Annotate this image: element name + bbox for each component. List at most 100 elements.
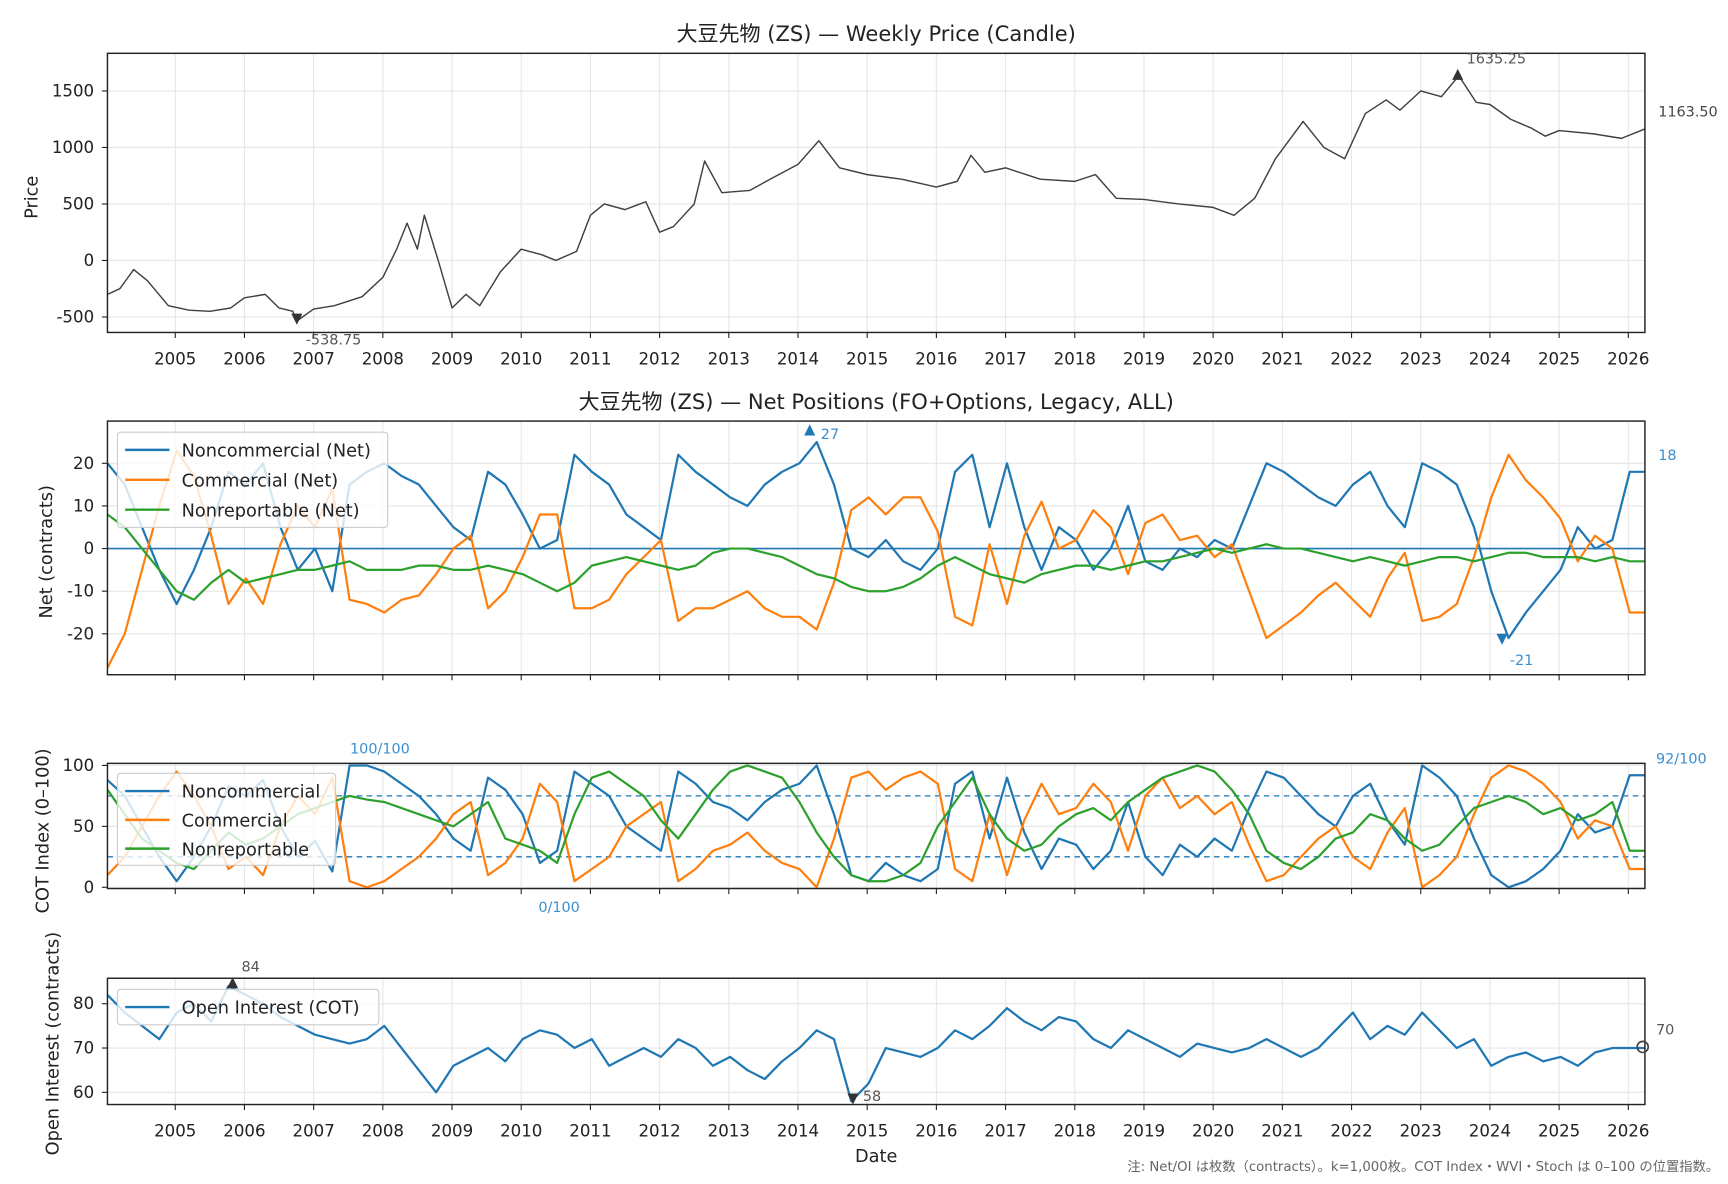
x-tick-label: 2019 xyxy=(1123,350,1165,369)
cot-ylabel: COT Index (0–100) xyxy=(34,748,54,913)
price-max-marker xyxy=(1452,68,1464,80)
x-tick-label: 2015 xyxy=(846,350,888,369)
x-tick-label: 2020 xyxy=(1192,1122,1234,1141)
x-tick-label: 2007 xyxy=(293,1122,335,1141)
price-min-label: -538.75 xyxy=(306,333,362,349)
x-tick-label: 2006 xyxy=(223,1122,265,1141)
net-legend: Noncommercial (Net) Commercial (Net) Non… xyxy=(116,431,389,528)
x-tick-label: 2009 xyxy=(431,350,473,369)
x-tick-label: 2020 xyxy=(1192,350,1234,369)
footnote: 注: Net/OI は枚数（contracts）。k=1,000枚。COT In… xyxy=(1127,1159,1719,1175)
price-last-label: 1163.50 xyxy=(1658,104,1718,120)
cot-series-commercial xyxy=(107,764,1645,889)
y-tick-label: 0 xyxy=(84,251,95,270)
y-tick-label: 500 xyxy=(62,195,94,214)
x-tick-label: 2016 xyxy=(915,1122,957,1141)
price-ylabel: Price xyxy=(23,176,43,219)
oi-min-label: 58 xyxy=(863,1089,881,1105)
y-tick-label: 10 xyxy=(73,496,94,515)
cot-panel: 0 50 100 xyxy=(62,756,1646,897)
x-tick-label: 2021 xyxy=(1261,1122,1303,1141)
y-tick-label: -10 xyxy=(67,582,94,601)
x-tick-label: 2015 xyxy=(846,1122,888,1141)
price-axes-frame xyxy=(106,52,1646,334)
x-tick-label: 2026 xyxy=(1607,1122,1649,1141)
y-tick-label: 60 xyxy=(73,1083,94,1102)
oi-series-open-interest-cot- xyxy=(107,984,1645,1103)
y-tick-label: 0 xyxy=(84,539,95,558)
net-series-commercial-net- xyxy=(107,449,1645,669)
legend-noncommercial: Noncommercial xyxy=(182,783,321,803)
net-ylabel: Net (contracts) xyxy=(37,485,57,618)
x-tick-label: 2009 xyxy=(431,1122,473,1141)
x-tick-label: 2024 xyxy=(1469,350,1511,369)
net-min-marker xyxy=(1496,633,1508,645)
oi-max-label: 84 xyxy=(241,960,259,976)
x-tick-label: 2017 xyxy=(984,1122,1026,1141)
x-tick-label: 2025 xyxy=(1538,350,1580,369)
x-axis-label: Date xyxy=(855,1147,897,1167)
net-last-label: 18 xyxy=(1658,448,1676,464)
x-tick-label: 2021 xyxy=(1261,350,1303,369)
price-panel: 2005 2006 2007 2008 2009 2010 2011 2012 2013 2014… xyxy=(52,52,1649,369)
price-series-price xyxy=(107,74,1645,323)
x-tick-label: 2011 xyxy=(569,1122,611,1141)
net-axes-frame xyxy=(106,420,1646,676)
x-tick-label: 2025 xyxy=(1538,1122,1580,1141)
x-tick-label: 2005 xyxy=(154,1122,196,1141)
oi-ylabel: Open Interest (contracts) xyxy=(44,932,64,1156)
x-tick-label: 2023 xyxy=(1400,350,1442,369)
x-tick-label: 2018 xyxy=(1054,1122,1096,1141)
x-tick-label: 2010 xyxy=(500,1122,542,1141)
x-tick-label: 2007 xyxy=(293,350,335,369)
x-tick-label: 2006 xyxy=(223,350,265,369)
x-tick-label: 2012 xyxy=(638,1122,680,1141)
x-tick-label: 2010 xyxy=(500,350,542,369)
x-tick-label: 2022 xyxy=(1330,350,1372,369)
y-tick-label: 70 xyxy=(73,1039,94,1058)
x-tick-label: 2019 xyxy=(1123,1122,1165,1141)
oi-last-label: 70 xyxy=(1656,1023,1674,1039)
x-tick-label: 2017 xyxy=(984,350,1026,369)
oi-last-marker xyxy=(1636,1040,1650,1054)
x-tick-label: 2011 xyxy=(569,350,611,369)
oi-legend: Open Interest (COT) xyxy=(116,988,380,1026)
y-tick-label: 100 xyxy=(62,756,94,775)
legend-nonreportable: Nonreportable xyxy=(182,840,309,860)
x-tick-label: 2013 xyxy=(708,1122,750,1141)
y-tick-label: -20 xyxy=(67,624,94,643)
cot-legend: Noncommercial Commercial Nonreportable xyxy=(116,772,337,866)
legend-nonreportable-net: Nonreportable (Net) xyxy=(182,501,360,521)
x-tick-label: 2008 xyxy=(362,1122,404,1141)
net-min-label: -21 xyxy=(1510,653,1534,669)
price-panel-title: 大豆先物 (ZS) — Weekly Price (Candle) xyxy=(676,21,1075,46)
x-tick-label: 2008 xyxy=(362,350,404,369)
legend-commercial-net: Commercial (Net) xyxy=(182,471,339,491)
x-tick-label: 2012 xyxy=(638,350,680,369)
x-tick-label: 2026 xyxy=(1607,350,1649,369)
price-max-label: 1635.25 xyxy=(1467,51,1527,67)
y-tick-label: 20 xyxy=(73,454,94,473)
x-tick-label: 2014 xyxy=(777,350,819,369)
y-tick-label: 80 xyxy=(73,994,94,1013)
cot-series-nonreportable xyxy=(107,764,1645,883)
net-series-nonreportable-net- xyxy=(107,513,1645,601)
net-panel-title: 大豆先物 (ZS) — Net Positions (FO+Options, L… xyxy=(578,389,1173,414)
y-tick-label: 0 xyxy=(84,878,95,897)
legend-open-interest: Open Interest (COT) xyxy=(182,999,360,1019)
x-tick-label: 2005 xyxy=(154,350,196,369)
y-tick-label: -500 xyxy=(56,308,94,327)
oi-min-marker xyxy=(847,1093,859,1105)
cot-axes-frame xyxy=(106,762,1646,890)
x-tick-label: 2014 xyxy=(777,1122,819,1141)
legend-noncommercial-net: Noncommercial (Net) xyxy=(182,442,371,462)
cot-min-label: 0/100 xyxy=(538,900,579,916)
price-min-marker xyxy=(291,313,303,325)
x-tick-label: 2016 xyxy=(915,350,957,369)
cot-last-label: 92/100 xyxy=(1656,751,1707,767)
legend-commercial: Commercial xyxy=(182,811,288,831)
cot-max-label: 100/100 xyxy=(350,741,410,757)
x-tick-label: 2024 xyxy=(1469,1122,1511,1141)
x-tick-label: 2023 xyxy=(1400,1122,1442,1141)
